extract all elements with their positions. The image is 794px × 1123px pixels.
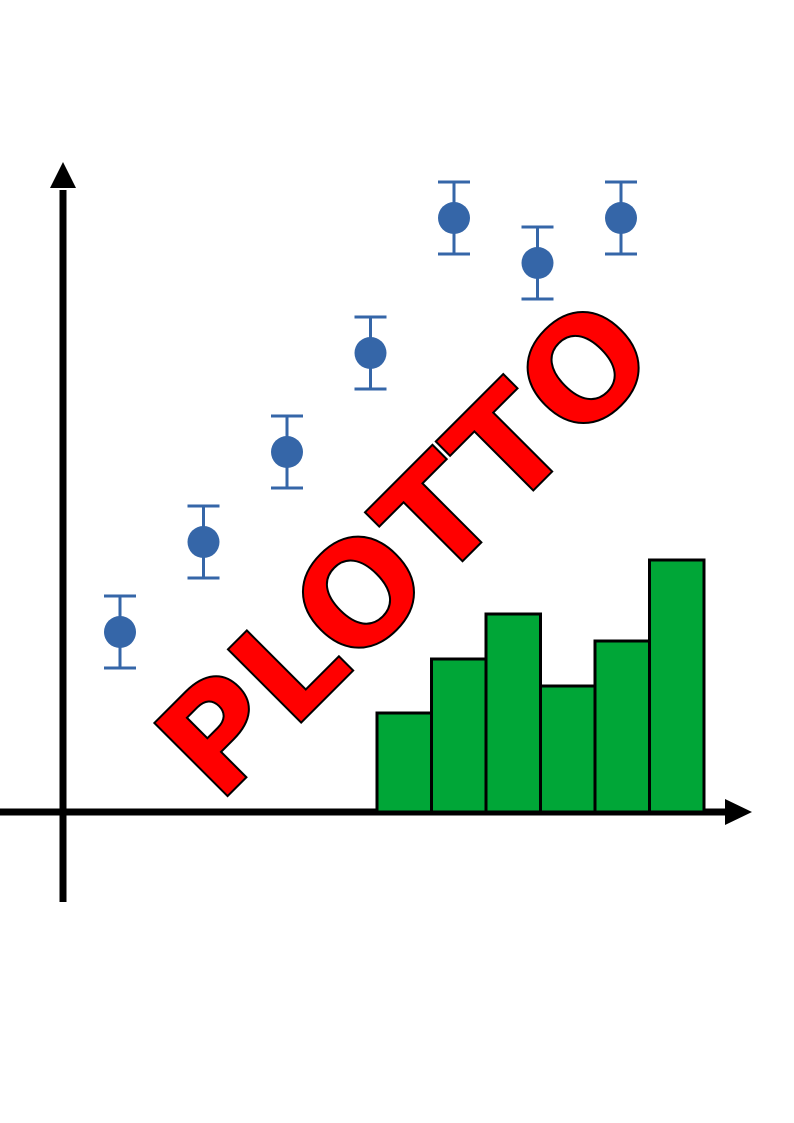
bar-series xyxy=(375,558,706,814)
data-point xyxy=(187,504,220,580)
histogram-bar xyxy=(593,639,651,814)
data-point xyxy=(438,180,470,256)
data-point-marker xyxy=(354,337,387,369)
x-axis-arrowhead xyxy=(725,799,752,825)
data-point-marker xyxy=(521,247,554,279)
data-point-marker xyxy=(104,616,136,648)
histogram-bar xyxy=(648,558,706,814)
data-point xyxy=(521,225,554,301)
data-point xyxy=(271,414,303,490)
y-axis-arrowhead xyxy=(50,162,76,188)
data-point-marker xyxy=(438,202,470,234)
data-point xyxy=(605,180,637,256)
data-point-marker xyxy=(187,526,220,558)
data-point-marker xyxy=(605,202,637,234)
scatter-series xyxy=(104,180,637,670)
data-point xyxy=(104,594,136,670)
histogram-bar xyxy=(375,711,433,814)
histogram-bar xyxy=(484,612,542,814)
data-point-marker xyxy=(271,436,303,468)
histogram-bar xyxy=(430,657,488,814)
data-point xyxy=(354,315,387,391)
histogram-bar xyxy=(539,684,597,814)
